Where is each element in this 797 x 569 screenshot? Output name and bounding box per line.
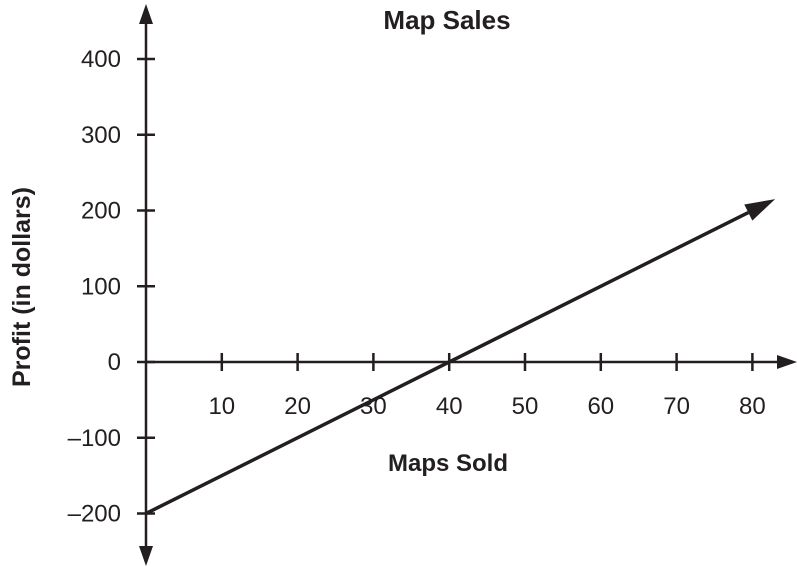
x-tick-label: 20 [284,393,311,420]
x-tick-label: 30 [360,393,387,420]
x-axis-right-arrow [777,355,797,369]
y-axis-top-arrow [139,4,153,24]
x-tick-label: 60 [587,393,614,420]
x-tick-label: 40 [436,393,463,420]
y-axis-label: Profit (in dollars) [8,187,36,387]
series [145,199,776,516]
y-tick-label: 200 [81,198,121,225]
x-tick-label: 50 [512,393,539,420]
x-tick-label: 10 [208,393,235,420]
profit-line-arrow [744,199,776,221]
axes [139,4,797,566]
y-tick-label: –200 [68,501,121,528]
x-ticks: 10 20 30 40 50 60 70 80 [208,353,766,420]
y-tick-label: 0 [108,349,121,376]
chart-title: Map Sales [383,5,510,35]
y-tick-label: 400 [81,46,121,73]
y-axis-bottom-arrow [139,546,153,566]
y-ticks: 400 300 200 100 0 –100 –200 [68,46,155,528]
x-axis-label: Maps Sold [388,450,508,477]
y-tick-label: –100 [68,425,121,452]
x-tick-label: 80 [739,393,766,420]
y-tick-label: 300 [81,122,121,149]
y-tick-label: 100 [81,273,121,300]
profit-line [145,210,750,516]
x-tick-label: 70 [663,393,690,420]
